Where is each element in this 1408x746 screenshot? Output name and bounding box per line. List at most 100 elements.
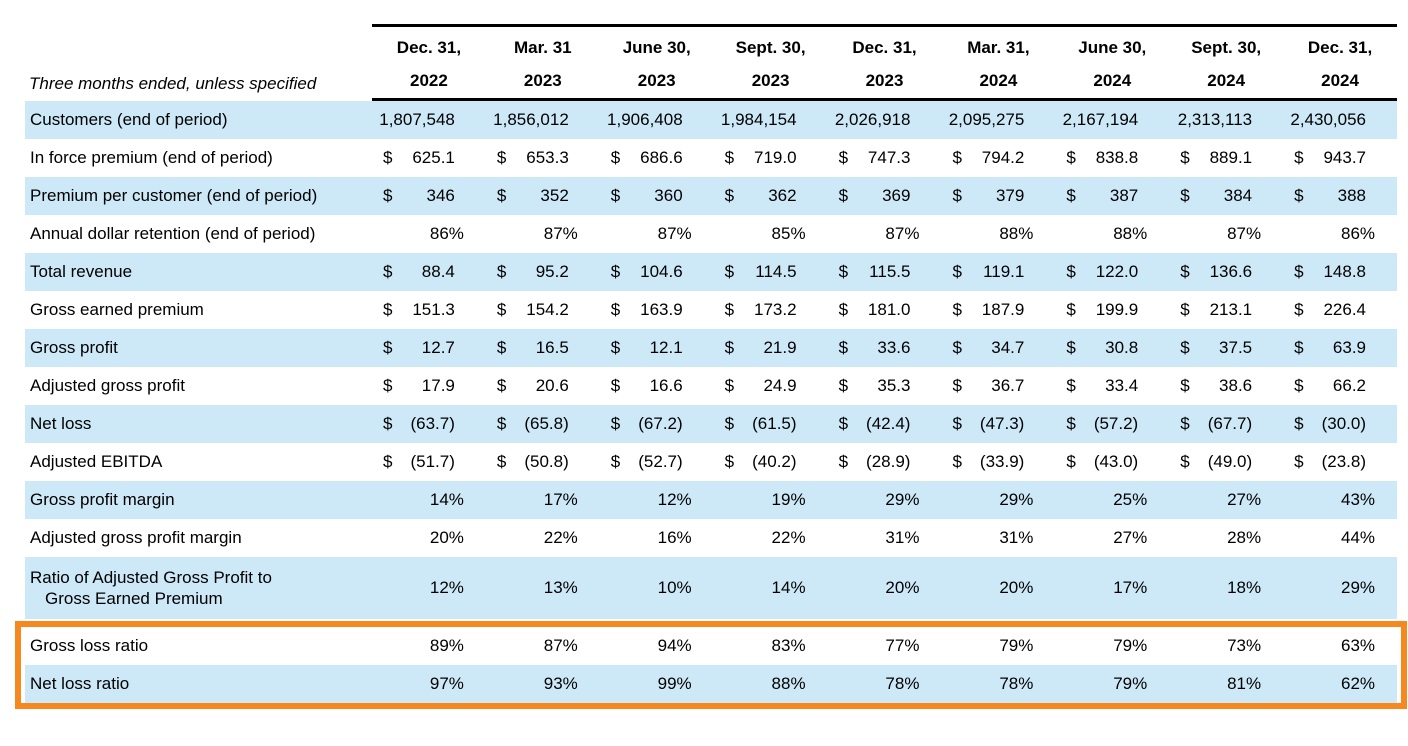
data-cell: $943.7: [1283, 139, 1397, 177]
column-header-june-30-2023: June 30,2023: [600, 27, 714, 98]
cell-value: 63.9: [1333, 337, 1366, 358]
data-cell: 99%: [600, 665, 714, 703]
dollar-sign: $: [1294, 261, 1303, 282]
cell-value: 346: [427, 185, 455, 206]
cell-value: 369: [882, 185, 910, 206]
data-cell: 86%: [372, 215, 486, 253]
dollar-sign: $: [611, 147, 620, 168]
row-label: Total revenue: [25, 253, 372, 291]
cell-value: 625.1: [412, 147, 455, 168]
cell-value: (50.8): [524, 451, 568, 472]
table-row-customers-end-of-period: Customers (end of period)1,807,5481,856,…: [25, 101, 1397, 139]
cell-value: 88.4: [422, 261, 455, 282]
cell-value: 14%: [430, 489, 464, 510]
cell-value: 87%: [544, 635, 578, 656]
dollar-sign: $: [383, 375, 392, 396]
cell-value: (52.7): [638, 451, 682, 472]
cell-value: 63%: [1341, 635, 1375, 656]
row-label-text: Total revenue: [30, 261, 132, 282]
financial-metrics-table: Three months ended, unless specified Dec…: [25, 24, 1397, 709]
row-label-line1: Gross profit: [30, 338, 118, 357]
dollar-sign: $: [1294, 185, 1303, 206]
table-row-adjusted-gross-profit-margin: Adjusted gross profit margin20%22%16%22%…: [25, 519, 1397, 557]
data-cell: 1,807,548: [372, 101, 486, 139]
dollar-sign: $: [725, 451, 734, 472]
dollar-sign: $: [1294, 147, 1303, 168]
data-cell: $34.7: [941, 329, 1055, 367]
data-cell: 85%: [714, 215, 828, 253]
cell-value: 2,167,194: [1063, 109, 1139, 130]
data-cell: 29%: [941, 481, 1055, 519]
cell-value: 78%: [999, 673, 1033, 694]
table-header: Three months ended, unless specified Dec…: [25, 24, 1397, 101]
data-cell: 17%: [486, 481, 600, 519]
data-cell: $36.7: [941, 367, 1055, 405]
row-label: Net loss ratio: [25, 665, 372, 703]
data-cell: $625.1: [372, 139, 486, 177]
data-cell: $(40.2): [714, 443, 828, 481]
cell-value: 78%: [885, 673, 919, 694]
table-row-adjusted-ebitda: Adjusted EBITDA$(51.7)$(50.8)$(52.7)$(40…: [25, 443, 1397, 481]
cell-value: 136.6: [1210, 261, 1253, 282]
row-label: Gross profit margin: [25, 481, 372, 519]
cell-value: 27%: [1113, 527, 1147, 548]
data-cell: $(67.7): [1169, 405, 1283, 443]
data-cell: 81%: [1169, 665, 1283, 703]
data-cell: $119.1: [941, 253, 1055, 291]
column-header-dec-31-2024: Dec. 31,2024: [1283, 27, 1397, 98]
table-row-gross-earned-premium: Gross earned premium$151.3$154.2$163.9$1…: [25, 291, 1397, 329]
row-label: Premium per customer (end of period): [25, 177, 372, 215]
table-row-gross-profit-margin: Gross profit margin14%17%12%19%29%29%25%…: [25, 481, 1397, 519]
corner-label: Three months ended, unless specified: [25, 24, 372, 101]
data-cell: 22%: [714, 519, 828, 557]
cell-value: 28%: [1227, 527, 1261, 548]
cell-value: 94%: [658, 635, 692, 656]
data-cell: 2,313,113: [1169, 101, 1283, 139]
dollar-sign: $: [1180, 185, 1189, 206]
dollar-sign: $: [952, 185, 961, 206]
dollar-sign: $: [611, 375, 620, 396]
data-cell: $12.1: [600, 329, 714, 367]
column-header-month: June 30,: [1078, 39, 1146, 56]
cell-value: (43.0): [1094, 451, 1138, 472]
data-cell: $115.5: [828, 253, 942, 291]
cell-value: 19%: [772, 489, 806, 510]
data-cell: 62%: [1283, 665, 1397, 703]
dollar-sign: $: [725, 375, 734, 396]
data-cell: 87%: [600, 215, 714, 253]
cell-value: (65.8): [524, 413, 568, 434]
cell-value: 719.0: [754, 147, 797, 168]
data-cell: $(61.5): [714, 405, 828, 443]
data-cell: 27%: [1169, 481, 1283, 519]
dollar-sign: $: [497, 185, 506, 206]
cell-value: 22%: [544, 527, 578, 548]
data-cell: 20%: [828, 557, 942, 619]
data-cell: $20.6: [486, 367, 600, 405]
cell-value: 122.0: [1096, 261, 1139, 282]
data-cell: $(50.8): [486, 443, 600, 481]
data-cell: 2,430,056: [1283, 101, 1397, 139]
cell-value: 38.6: [1219, 375, 1252, 396]
row-label-line1: Customers (end of period): [30, 110, 227, 129]
dollar-sign: $: [383, 413, 392, 434]
dollar-sign: $: [839, 147, 848, 168]
data-cell: $199.9: [1055, 291, 1169, 329]
data-cell: $187.9: [941, 291, 1055, 329]
cell-value: 29%: [885, 489, 919, 510]
column-header-dec-31-2022: Dec. 31,2022: [372, 27, 486, 98]
cell-value: (42.4): [866, 413, 910, 434]
dollar-sign: $: [952, 261, 961, 282]
row-label: Net loss: [25, 405, 372, 443]
row-label-line1: Ratio of Adjusted Gross Profit to: [30, 568, 272, 587]
data-cell: $104.6: [600, 253, 714, 291]
cell-value: 34.7: [991, 337, 1024, 358]
cell-value: 1,984,154: [721, 109, 797, 130]
column-header-year: 2023: [638, 72, 676, 89]
data-cell: $(47.3): [941, 405, 1055, 443]
dollar-sign: $: [383, 147, 392, 168]
row-label: Annual dollar retention (end of period): [25, 215, 372, 253]
cell-value: 747.3: [868, 147, 911, 168]
cell-value: 43%: [1341, 489, 1375, 510]
cell-value: 20%: [885, 577, 919, 598]
dollar-sign: $: [1294, 451, 1303, 472]
